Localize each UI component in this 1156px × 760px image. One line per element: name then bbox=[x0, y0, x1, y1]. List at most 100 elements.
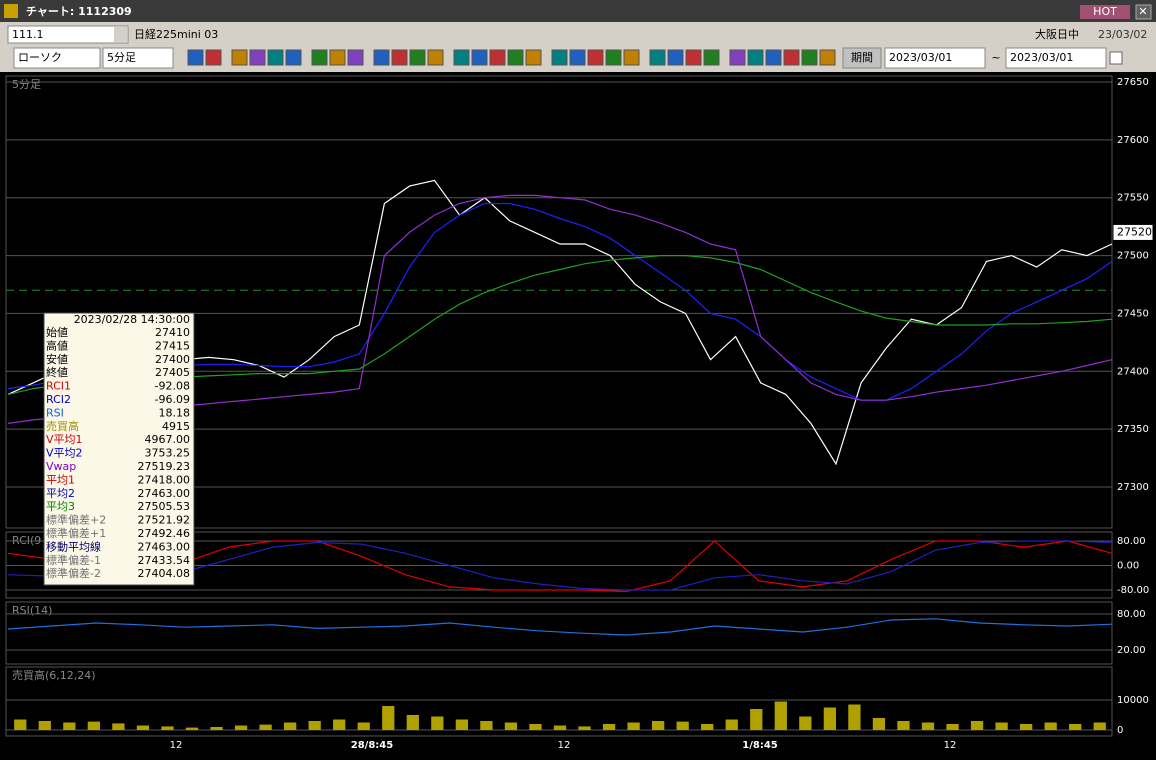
toolbar-icon[interactable] bbox=[453, 49, 470, 66]
toolbar-icon[interactable] bbox=[285, 49, 302, 66]
toolbar-icon[interactable] bbox=[507, 49, 524, 66]
volume-bar bbox=[1093, 722, 1106, 730]
toolbar-icon[interactable] bbox=[471, 49, 488, 66]
volume-bar bbox=[774, 701, 787, 730]
toolbar-icon[interactable] bbox=[525, 49, 542, 66]
chart-type-select[interactable] bbox=[13, 47, 101, 69]
volume-bar bbox=[848, 704, 861, 730]
info-box bbox=[43, 312, 195, 586]
toolbar-icon[interactable] bbox=[801, 49, 818, 66]
info-value: 27415 bbox=[155, 339, 190, 352]
volume-bar bbox=[63, 722, 76, 730]
toolbar-icon[interactable] bbox=[187, 49, 204, 66]
toolbar-icon[interactable] bbox=[551, 49, 568, 66]
close-button[interactable] bbox=[1135, 4, 1152, 20]
toolbar-icon[interactable] bbox=[587, 49, 604, 66]
volume-bar bbox=[946, 724, 959, 730]
info-label: 標準偏差+1 bbox=[46, 526, 106, 540]
chart-type: ローソク bbox=[18, 51, 62, 64]
code-dropdown[interactable] bbox=[114, 27, 127, 42]
to-date-text: 2023/03/01 bbox=[1010, 51, 1073, 64]
period-button[interactable] bbox=[842, 47, 882, 69]
toolbar-icon[interactable] bbox=[427, 49, 444, 66]
toolbar-icon[interactable] bbox=[409, 49, 426, 66]
volume-bar bbox=[333, 719, 346, 730]
volume-bar bbox=[602, 724, 616, 730]
toolbar-icon[interactable] bbox=[605, 49, 622, 66]
toolbar-icon[interactable] bbox=[231, 49, 248, 66]
y-tick-label: 20.00 bbox=[1117, 645, 1146, 656]
volume-bar bbox=[504, 722, 518, 730]
window-title: チャート: 1112309 bbox=[26, 5, 132, 18]
y-tick-label: 27650 bbox=[1117, 77, 1149, 88]
y-tick-label: 80.00 bbox=[1117, 609, 1146, 620]
volume-bar bbox=[627, 722, 640, 730]
hot-button[interactable] bbox=[1080, 5, 1130, 19]
pane-label: 5分足 bbox=[12, 78, 41, 91]
from-date[interactable] bbox=[884, 47, 986, 69]
info-label: 終値 bbox=[46, 365, 68, 379]
info-label: V平均1 bbox=[46, 433, 83, 446]
toolbar-icon[interactable] bbox=[703, 49, 720, 66]
volume-bar bbox=[553, 725, 567, 730]
info-value: 27418.00 bbox=[138, 473, 191, 486]
info-value: 27433.54 bbox=[138, 554, 191, 567]
toolbar-icon[interactable] bbox=[765, 49, 782, 66]
info-label: 売買高 bbox=[46, 419, 79, 433]
volume-bar bbox=[1069, 724, 1082, 730]
y-tick-label: -80.00 bbox=[1117, 585, 1149, 596]
toolbar-icon[interactable] bbox=[667, 49, 684, 66]
x-tick-label: 12 bbox=[558, 740, 571, 751]
market-name: 大阪日中 bbox=[1035, 27, 1079, 41]
toolbar-icon[interactable] bbox=[373, 49, 390, 66]
toolbar-icon[interactable] bbox=[649, 49, 666, 66]
toolbar-icon[interactable] bbox=[747, 49, 764, 66]
pane bbox=[5, 666, 1113, 737]
volume-bar bbox=[750, 709, 763, 730]
volume-bar bbox=[406, 715, 419, 730]
x-tick-label: 1/8:45 bbox=[742, 740, 778, 751]
info-value: -92.08 bbox=[155, 380, 190, 393]
info-value: 4967.00 bbox=[145, 433, 191, 446]
toolbar-icon[interactable] bbox=[489, 49, 506, 66]
toolbar-icon[interactable] bbox=[267, 49, 284, 66]
volume-bar bbox=[234, 725, 248, 730]
toolbar-icon[interactable] bbox=[249, 49, 266, 66]
toolbar-icon[interactable] bbox=[623, 49, 640, 66]
info-label: 標準偏差-1 bbox=[46, 553, 101, 567]
y-tick-label: 27600 bbox=[1117, 135, 1149, 146]
toolbar-icon[interactable] bbox=[347, 49, 364, 66]
toolbar-icon[interactable] bbox=[783, 49, 800, 66]
volume-bar bbox=[308, 721, 321, 730]
toolbar-icon[interactable] bbox=[569, 49, 586, 66]
interval-select[interactable] bbox=[102, 47, 174, 69]
volume-bar bbox=[480, 721, 493, 730]
volume-bar bbox=[676, 721, 689, 730]
info-value: 27519.23 bbox=[138, 460, 191, 473]
info-value: 4915 bbox=[162, 420, 190, 433]
volume-bar bbox=[799, 716, 812, 730]
toolbar-icon[interactable] bbox=[729, 49, 746, 66]
volume-bar bbox=[1020, 724, 1033, 730]
x-tick-label: 12 bbox=[944, 740, 957, 751]
y-tick-label: 0.00 bbox=[1117, 561, 1139, 572]
y-tick-label: 27350 bbox=[1117, 424, 1149, 435]
toolbar-icon[interactable] bbox=[685, 49, 702, 66]
toolbar-icon[interactable] bbox=[311, 49, 328, 66]
volume-bar bbox=[529, 724, 542, 730]
toolbar-icon[interactable] bbox=[205, 49, 222, 66]
code-input[interactable] bbox=[7, 25, 129, 44]
toolbar-icon[interactable] bbox=[391, 49, 408, 66]
hot-label: HOT bbox=[1093, 5, 1117, 18]
y-tick-label: 27450 bbox=[1117, 308, 1149, 319]
checkbox[interactable] bbox=[1109, 51, 1123, 65]
info-value: 27463.00 bbox=[138, 487, 191, 500]
close-icon: ✕ bbox=[1138, 5, 1147, 18]
info-label: 平均3 bbox=[46, 500, 75, 513]
toolbar-icon[interactable] bbox=[819, 49, 836, 66]
volume-bar bbox=[382, 706, 395, 730]
volume-bar bbox=[259, 724, 272, 730]
to-date[interactable] bbox=[1005, 47, 1107, 69]
toolbar-icon[interactable] bbox=[329, 49, 346, 66]
